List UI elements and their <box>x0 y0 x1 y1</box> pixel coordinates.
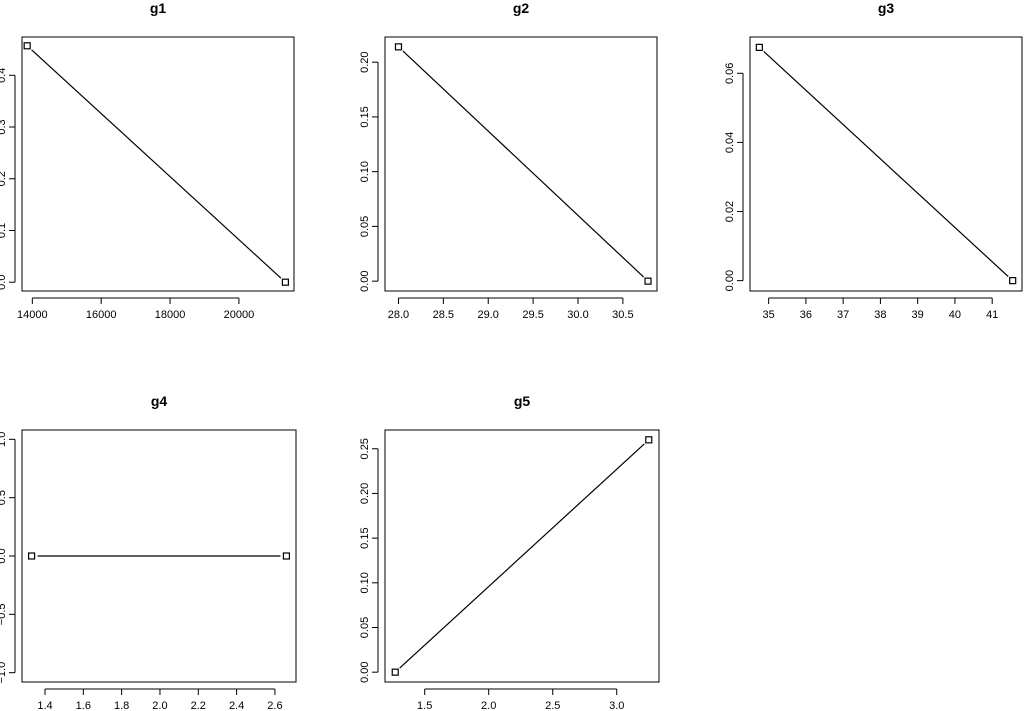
y-tick-label: 0.25 <box>359 438 371 459</box>
x-tick-label: 39 <box>912 309 924 321</box>
x-tick-label: 29.0 <box>478 309 499 321</box>
y-tick-label: 0.20 <box>359 483 371 504</box>
y-tick-label: 0.00 <box>359 661 371 682</box>
panel-title: g5 <box>514 393 531 409</box>
y-tick-label: 0.1 <box>0 223 8 238</box>
series-line <box>402 50 645 278</box>
data-point <box>394 43 403 51</box>
x-tick-label: 1.6 <box>76 700 91 711</box>
x-tick-label: 40 <box>949 309 961 321</box>
x-tick-label: 14000 <box>17 309 48 321</box>
x-tick-label: 16000 <box>86 309 117 321</box>
x-tick-label: 2.2 <box>191 700 206 711</box>
y-tick-label: 0.10 <box>359 572 371 593</box>
y-tick-label: 0.5 <box>0 490 8 505</box>
plot-frame <box>21 36 295 292</box>
y-tick-label: 0.00 <box>359 270 371 291</box>
data-point <box>391 668 399 676</box>
data-point <box>282 552 291 560</box>
series-line <box>399 443 645 669</box>
y-tick-label: 0.05 <box>359 216 371 237</box>
x-tick-label: 38 <box>874 309 886 321</box>
y-tick-label: 0.04 <box>724 132 736 153</box>
y-tick-label: 0.0 <box>0 548 8 563</box>
data-point <box>644 277 652 285</box>
x-tick-label: 1.8 <box>114 700 129 711</box>
panel-2: g2 28.0 28.5 29.0 29.5 30.0 30.5 0.00 0.05 0.10 0.… <box>359 0 658 321</box>
x-tick-label: 1.5 <box>417 700 432 711</box>
y-tick-label: 0.06 <box>724 63 736 84</box>
y-tick-label: 0.0 <box>0 275 8 290</box>
y-tick-label: 0.15 <box>359 527 371 548</box>
x-tick-label: 41 <box>986 309 998 321</box>
data-point <box>1009 277 1017 285</box>
y-tick-label: 0.4 <box>0 68 8 83</box>
data-point <box>23 42 31 50</box>
x-tick-label: 2.0 <box>481 700 496 711</box>
y-tick-label: 0.20 <box>359 51 371 72</box>
x-tick-label: 37 <box>837 309 849 321</box>
panel-title: g2 <box>513 0 530 16</box>
x-tick-label: 18000 <box>155 309 186 321</box>
y-tick-label: 0.02 <box>724 201 736 222</box>
x-tick-label: 2.0 <box>152 700 167 711</box>
panel-title: g1 <box>150 0 167 16</box>
panel-title: g3 <box>878 0 895 16</box>
panel-3: g3 35 36 37 38 39 40 41 0.00 0.02 0.04 0.06 <box>724 0 1023 321</box>
y-tick-label: 0.3 <box>0 119 8 134</box>
x-tick-label: 35 <box>763 309 775 321</box>
y-tick-label: −0.5 <box>0 603 8 625</box>
plot-frame <box>21 429 297 683</box>
x-tick-label: 28.0 <box>388 309 409 321</box>
y-tick-label: 0.10 <box>359 161 371 182</box>
x-tick-label: 28.5 <box>433 309 454 321</box>
panel-5: g5 1.5 2.0 2.5 3.0 0.00 0.05 0.10 0.15 0.20 0.25 <box>359 393 660 711</box>
y-tick-label: −1.0 <box>0 662 8 684</box>
panel-1: g1 14000 16000 18000 20000 0.0 0.1 0.2 0.3 0.4 <box>0 0 295 321</box>
x-tick-label: 30.0 <box>567 309 588 321</box>
panel-title: g4 <box>151 393 168 409</box>
plot-frame <box>384 429 660 683</box>
y-tick-label: 1.0 <box>0 432 8 447</box>
plot-frame <box>384 36 658 292</box>
series-line <box>763 50 1009 278</box>
x-tick-label: 1.4 <box>37 700 52 711</box>
x-tick-label: 2.5 <box>545 700 560 711</box>
y-tick-label: 0.05 <box>359 617 371 638</box>
x-tick-label: 2.4 <box>229 700 244 711</box>
data-point <box>281 278 289 286</box>
x-tick-label: 29.5 <box>522 309 543 321</box>
x-tick-label: 3.0 <box>609 700 624 711</box>
panel-4: g4 1.4 1.6 1.8 2.0 2.2 2.4 2.6 −1.0 −0.5 0.0 0.5 1.0 <box>0 393 297 711</box>
data-point <box>645 436 653 444</box>
series-line <box>31 49 282 279</box>
y-tick-label: 0.15 <box>359 106 371 127</box>
x-tick-label: 2.6 <box>267 700 282 711</box>
x-tick-label: 30.5 <box>612 309 633 321</box>
x-tick-label: 36 <box>800 309 812 321</box>
y-tick-label: 0.2 <box>0 171 8 186</box>
plot-frame <box>749 36 1023 292</box>
data-point <box>27 552 36 560</box>
y-tick-label: 0.00 <box>724 270 736 291</box>
x-tick-label: 20000 <box>224 309 255 321</box>
data-point <box>755 43 763 51</box>
